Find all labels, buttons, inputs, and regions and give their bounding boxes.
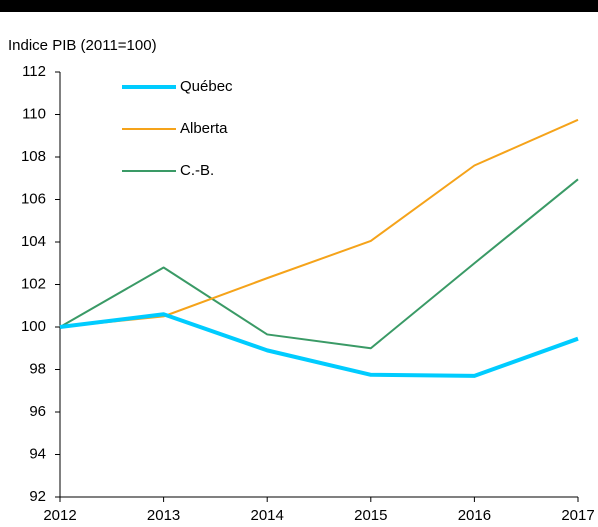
y-tick-label: 106 bbox=[21, 190, 46, 207]
line-series bbox=[59, 178, 579, 350]
y-tick-label: 102 bbox=[21, 275, 46, 292]
line-series bbox=[59, 118, 579, 328]
line-series bbox=[59, 312, 579, 378]
y-tick-label: 104 bbox=[21, 233, 46, 250]
x-tick-label: 2017 bbox=[561, 507, 594, 524]
legend-label: Alberta bbox=[180, 120, 228, 137]
y-tick-label: 108 bbox=[21, 148, 46, 165]
x-tick-label: 2012 bbox=[43, 507, 76, 524]
x-tick-label: 2015 bbox=[354, 507, 387, 524]
top-bar bbox=[0, 0, 598, 12]
legend-label: Québec bbox=[180, 78, 233, 95]
y-tick-label: 98 bbox=[29, 360, 46, 377]
y-tick-label: 92 bbox=[29, 488, 46, 505]
y-tick-label: 112 bbox=[22, 63, 46, 80]
x-tick-label: 2014 bbox=[251, 507, 284, 524]
y-tick-label: 110 bbox=[22, 105, 46, 122]
legend-label: C.-B. bbox=[180, 162, 214, 179]
y-axis-label: Indice PIB (2011=100) bbox=[8, 37, 157, 54]
y-tick-label: 94 bbox=[29, 445, 46, 462]
x-tick-label: 2016 bbox=[458, 507, 491, 524]
x-tick-label: 2013 bbox=[147, 507, 180, 524]
y-tick-label: 96 bbox=[29, 403, 46, 420]
y-tick-label: 100 bbox=[21, 318, 46, 335]
